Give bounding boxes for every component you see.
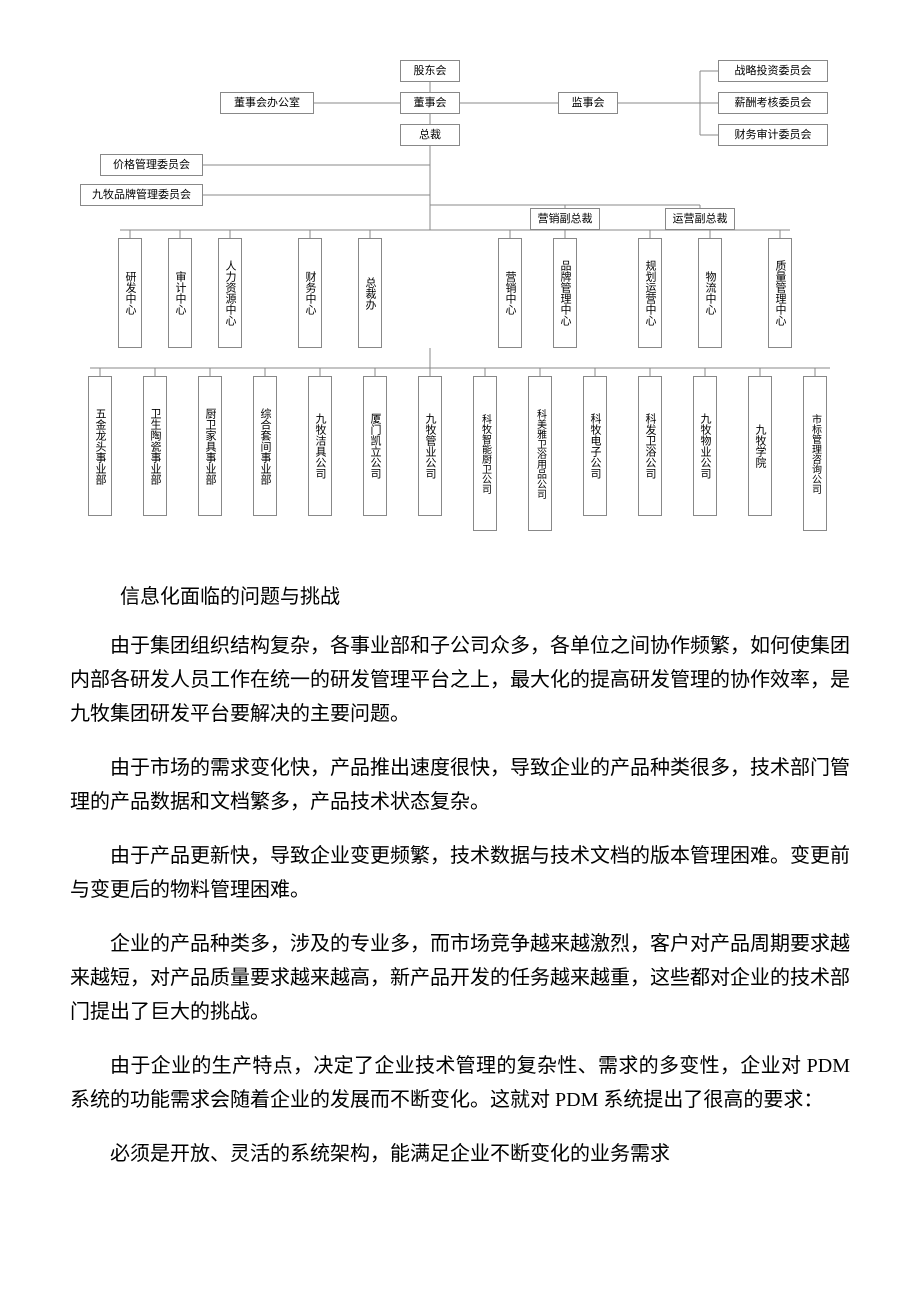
paragraph: 企业的产品种类多，涉及的专业多，而市场竞争越来越激烈，客户对产品周期要求越来越短… [70,927,850,1029]
node-consulting-co: 市标管理咨询公司 [803,376,827,531]
node-committee-compensation: 薪酬考核委员会 [718,92,828,114]
node-ceo: 总裁 [400,124,460,146]
node-suite-div: 综合套间事业部 [253,376,277,516]
paragraph: 由于集团组织结构复杂，各事业部和子公司众多，各单位之间协作频繁，如何使集团内部各… [70,629,850,731]
node-sanitary-co: 九牧洁具公司 [308,376,332,516]
node-electronics-co: 科牧电子公司 [583,376,607,516]
document-body: 信息化面临的问题与挑战 由于集团组织结构复杂，各事业部和子公司众多，各单位之间协… [0,540,920,1241]
node-committee-finance-audit: 财务审计委员会 [718,124,828,146]
node-finance-center: 财务中心 [298,238,322,348]
node-furniture-div: 厨卫家具事业部 [198,376,222,516]
paragraph: 由于产品更新快，导致企业变更频繁，技术数据与技术文档的版本管理困难。变更前与变更… [70,839,850,907]
node-vp-operations: 运营副总裁 [665,208,735,230]
node-ceramic-div: 卫生陶瓷事业部 [143,376,167,516]
node-property-co: 九牧物业公司 [693,376,717,516]
node-xiamen-co: 厦门凯立公司 [363,376,387,516]
org-chart: 股东会 董事会 监事会 董事会办公室 总裁 战略投资委员会 薪酬考核委员会 财务… [70,60,850,520]
node-pipe-co: 九牧管业公司 [418,376,442,516]
node-smart-kitchen-co: 科牧智能厨卫公司 [473,376,497,531]
node-committee-strategy: 战略投资委员会 [718,60,828,82]
node-price-committee: 价格管理委员会 [100,154,203,176]
node-logistics-center: 物流中心 [698,238,722,348]
node-kefa-co: 科发卫浴公司 [638,376,662,516]
section-heading: 信息化面临的问题与挑战 [120,580,850,609]
node-audit-center: 审计中心 [168,238,192,348]
node-vp-marketing: 营销副总裁 [530,208,600,230]
node-board-office: 董事会办公室 [220,92,314,114]
node-hr-center: 人力资源中心 [218,238,242,348]
node-faucet-div: 五金龙头事业部 [88,376,112,516]
node-shareholders: 股东会 [400,60,460,82]
node-planning-ops-center: 规划运营中心 [638,238,662,348]
node-kemeiya-co: 科美雅卫浴用品公司 [528,376,552,531]
node-academy: 九牧学院 [748,376,772,516]
paragraph: 由于企业的生产特点，决定了企业技术管理的复杂性、需求的多变性，企业对 PDM 系… [70,1049,850,1117]
paragraph: 由于市场的需求变化快，产品推出速度很快，导致企业的产品种类很多，技术部门管理的产… [70,751,850,819]
node-brand-committee: 九牧品牌管理委员会 [80,184,203,206]
node-brand-mgmt-center: 品牌管理中心 [553,238,577,348]
node-quality-center: 质量管理中心 [768,238,792,348]
node-supervisors: 监事会 [558,92,618,114]
node-marketing-center: 营销中心 [498,238,522,348]
node-board: 董事会 [400,92,460,114]
node-rd-center: 研发中心 [118,238,142,348]
bullet-item: 必须是开放、灵活的系统架构，能满足企业不断变化的业务需求 [70,1137,850,1171]
node-ceo-office: 总裁办 [358,238,382,348]
